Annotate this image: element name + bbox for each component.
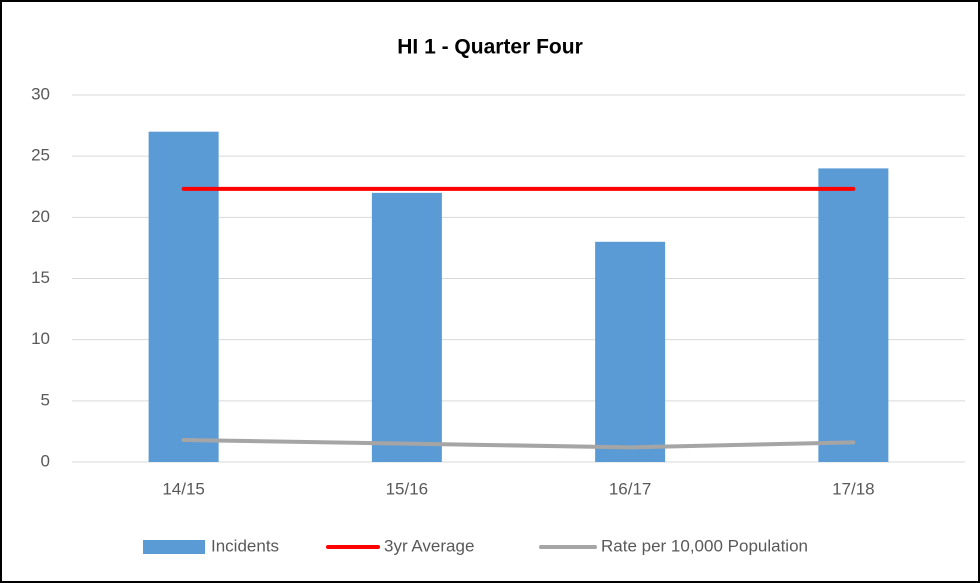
bar [148,131,219,462]
y-tick-label: 5 [41,390,50,409]
x-tick-label: 14/15 [162,479,205,498]
x-tick-label: 16/17 [609,479,652,498]
y-tick-label: 25 [31,146,50,165]
y-tick-label: 20 [31,207,50,226]
bar [595,241,666,462]
y-tick-label: 30 [31,84,50,103]
bar [371,192,442,462]
line [181,437,856,450]
y-tick-label: 0 [41,451,50,470]
legend-label: Rate per 10,000 Population [601,536,808,555]
chart-title: HI 1 - Quarter Four [397,36,583,59]
legend-label: 3yr Average [384,536,474,555]
x-tick-label: 15/16 [386,479,429,498]
y-tick-label: 15 [31,268,50,287]
legend-swatch [143,540,205,554]
y-tick-label: 10 [31,329,50,348]
x-tick-label: 17/18 [832,479,875,498]
legend-label: Incidents [211,536,279,555]
bar [818,168,889,462]
